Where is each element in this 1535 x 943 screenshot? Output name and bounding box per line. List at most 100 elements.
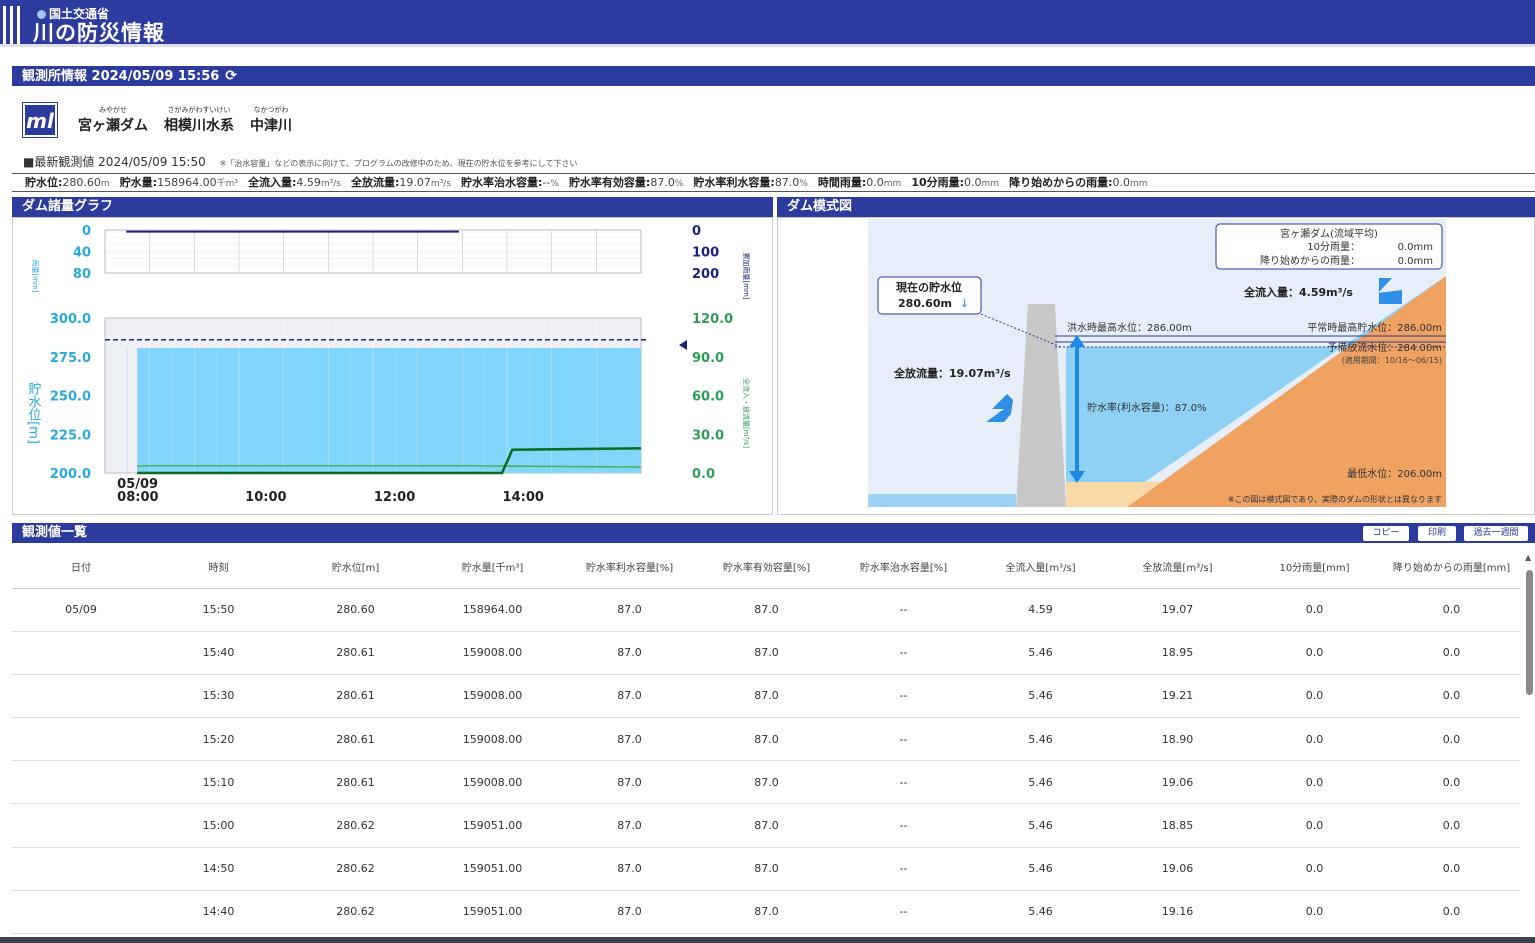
dam-ruby: みやがせ xyxy=(99,106,127,114)
table-cell: 19.16 xyxy=(1109,890,1246,935)
table-cell: 87.0 xyxy=(698,890,835,935)
table-cell: 0.0 xyxy=(1246,674,1383,719)
table-row: 05/09 15:50 280.60 158964.00 87.0 87.0 -- 4.59 1… xyxy=(12,588,1520,632)
column-header[interactable]: 日付 xyxy=(12,545,150,589)
table-cell: 87.0 xyxy=(698,588,835,632)
preliminary-period: (適用期間：10/16～06/15) xyxy=(1342,355,1442,365)
metric-item: 貯水率利水容量:87.0% xyxy=(693,176,807,189)
table-cell: 0.0 xyxy=(1246,760,1383,805)
print-button[interactable]: 印刷 xyxy=(1417,525,1457,542)
table-cell xyxy=(12,674,150,719)
table-cell: 19.07 xyxy=(1109,588,1246,632)
column-header[interactable]: 貯水率有効容量[%] xyxy=(698,545,835,589)
level-y-tick: 225.0 xyxy=(50,428,91,443)
system-kanji: 相模川水系 xyxy=(164,118,234,134)
diagram-section-header: ダム模式図 xyxy=(777,197,1535,217)
copy-button[interactable]: コピー xyxy=(1362,525,1410,542)
current-level-value: 280.60m xyxy=(898,297,952,310)
flow-y2-tick: 60.0 xyxy=(692,390,724,405)
column-header[interactable]: 貯水率利水容量[%] xyxy=(561,545,698,589)
site-title[interactable]: 川の防災情報 xyxy=(33,21,165,45)
metric-item: 10分雨量:0.0mm xyxy=(911,176,999,189)
ministry-text: 国土交通省 xyxy=(49,7,110,21)
storage-rate-label: 貯水率(利水容量)：87.0% xyxy=(1087,401,1207,414)
inflow-line xyxy=(137,465,642,468)
table-cell: 87.0 xyxy=(561,674,698,719)
flow-y2-tick: 90.0 xyxy=(692,351,724,366)
table-cell: 5.46 xyxy=(972,717,1109,762)
inflow-arrow-icon xyxy=(1378,278,1402,304)
flow-y2-label: 全流入・放流量[m³/s] xyxy=(742,378,751,448)
column-header[interactable]: 貯水率治水容量[%] xyxy=(835,545,972,589)
table-section-header: 観測値一覧 xyxy=(12,523,1535,543)
rain-y-tick: 40 xyxy=(73,246,91,261)
rain-total-value: 0.0mm xyxy=(1398,256,1433,267)
metric-unit: % xyxy=(799,179,808,189)
table-cell: -- xyxy=(835,631,972,675)
metric-unit: mm xyxy=(883,179,902,189)
refresh-icon[interactable]: ⟳ xyxy=(225,68,238,84)
table-cell: 280.61 xyxy=(287,760,424,805)
system-ruby: さがみがわすいけい xyxy=(167,106,231,114)
column-header[interactable]: 降り始めからの雨量[mm] xyxy=(1383,545,1520,589)
column-header[interactable]: 貯水量[千m³] xyxy=(424,545,561,589)
diagram-panel: 宮ヶ瀬ダム(流域平均) 10分雨量： 0.0mm 降り始めからの雨量： 0.0m… xyxy=(777,217,1535,515)
table-cell: 5.46 xyxy=(972,803,1109,848)
table-cell: 0.0 xyxy=(1383,631,1520,675)
table-cell: 159008.00 xyxy=(424,631,561,675)
table-cell: 5.46 xyxy=(972,674,1109,719)
column-header[interactable]: 全放流量[m³/s] xyxy=(1109,545,1246,589)
metric-item: 時間雨量:0.0mm xyxy=(818,176,901,189)
scroll-up-icon[interactable]: ▲ xyxy=(1525,553,1532,562)
current-level-box xyxy=(877,276,982,315)
table-cell: 87.0 xyxy=(698,847,835,891)
scrollbar-thumb[interactable] xyxy=(1526,570,1533,695)
rain-y2-tick: 200 xyxy=(692,267,719,282)
table-scrollbar[interactable]: ▲ xyxy=(1524,553,1535,936)
level-y-tick: 275.0 xyxy=(50,351,91,366)
table-cell: 5.46 xyxy=(972,847,1109,891)
outflow-label: 全放流量：19.07m³/s xyxy=(893,366,1011,380)
menu-bars-icon[interactable] xyxy=(3,6,25,44)
x-tick-label: 12:00 xyxy=(374,490,415,505)
storage-arrow-head-up xyxy=(1069,335,1085,347)
metric-unit: mm xyxy=(1130,179,1148,189)
past-week-button[interactable]: 過去一週間 xyxy=(1463,525,1529,542)
x-tick-label: 14:00 xyxy=(503,490,544,505)
table-cell: 0.0 xyxy=(1246,803,1383,848)
latest-time: 2024/05/09 15:50 xyxy=(98,155,206,169)
level-y-label: 貯水位[m] xyxy=(26,382,42,444)
preliminary-label: 予備放流水位：284.00m xyxy=(1327,341,1442,354)
table-cell: 0.0 xyxy=(1246,890,1383,935)
graph-section-header: ダム諸量グラフ xyxy=(12,197,773,217)
metric-item: 全流入量:4.59m³/s xyxy=(248,176,341,189)
column-header[interactable]: 全流入量[m³/s] xyxy=(972,545,1109,589)
table-cell: 0.0 xyxy=(1383,803,1520,848)
metric-item: 貯水位:280.60m xyxy=(25,176,110,189)
table-cell: 158964.00 xyxy=(424,588,561,632)
level-y-tick: 250.0 xyxy=(50,390,91,405)
table-cell: 14:40 xyxy=(150,890,287,935)
river-system-name: さがみがわすいけい相模川水系 xyxy=(164,106,234,135)
river-ruby: なかつがわ xyxy=(253,106,289,114)
flood-max-label: 洪水時最高水位：286.00m xyxy=(1067,321,1192,334)
column-header[interactable]: 時刻 xyxy=(150,545,287,589)
table-cell: 87.0 xyxy=(561,717,698,762)
metric-value: 19.07 xyxy=(399,176,431,189)
dam-name: みやがせ 宮ヶ瀬ダム xyxy=(78,106,148,135)
graph-panel: 0 40 80 0 100 200 雨量[mm] 累加雨量[mm] 300.0 275.0 250.… xyxy=(12,217,773,515)
metrics-strip: 貯水位:280.60m 貯水量:158964.00千m³ 全流入量:4.59m³/s… xyxy=(12,173,1535,192)
column-header[interactable]: 10分雨量[mm] xyxy=(1246,545,1383,589)
ministry-logo-icon xyxy=(37,10,46,19)
metric-unit: 千m³ xyxy=(216,179,238,189)
column-header[interactable]: 貯水位[m] xyxy=(287,545,424,589)
rain-box xyxy=(1215,223,1443,270)
table-cell: 18.95 xyxy=(1109,631,1246,675)
table-cell: -- xyxy=(835,890,972,935)
table-cell: 159008.00 xyxy=(424,760,561,805)
table-row: 14:40 280.62 159051.00 87.0 87.0 -- 5.46 19.16 0… xyxy=(12,890,1520,935)
table-cell: 87.0 xyxy=(561,631,698,675)
metric-item: 全放流量:19.07m³/s xyxy=(351,176,451,189)
metric-value: -- xyxy=(542,176,551,189)
table-cell: 87.0 xyxy=(561,890,698,935)
